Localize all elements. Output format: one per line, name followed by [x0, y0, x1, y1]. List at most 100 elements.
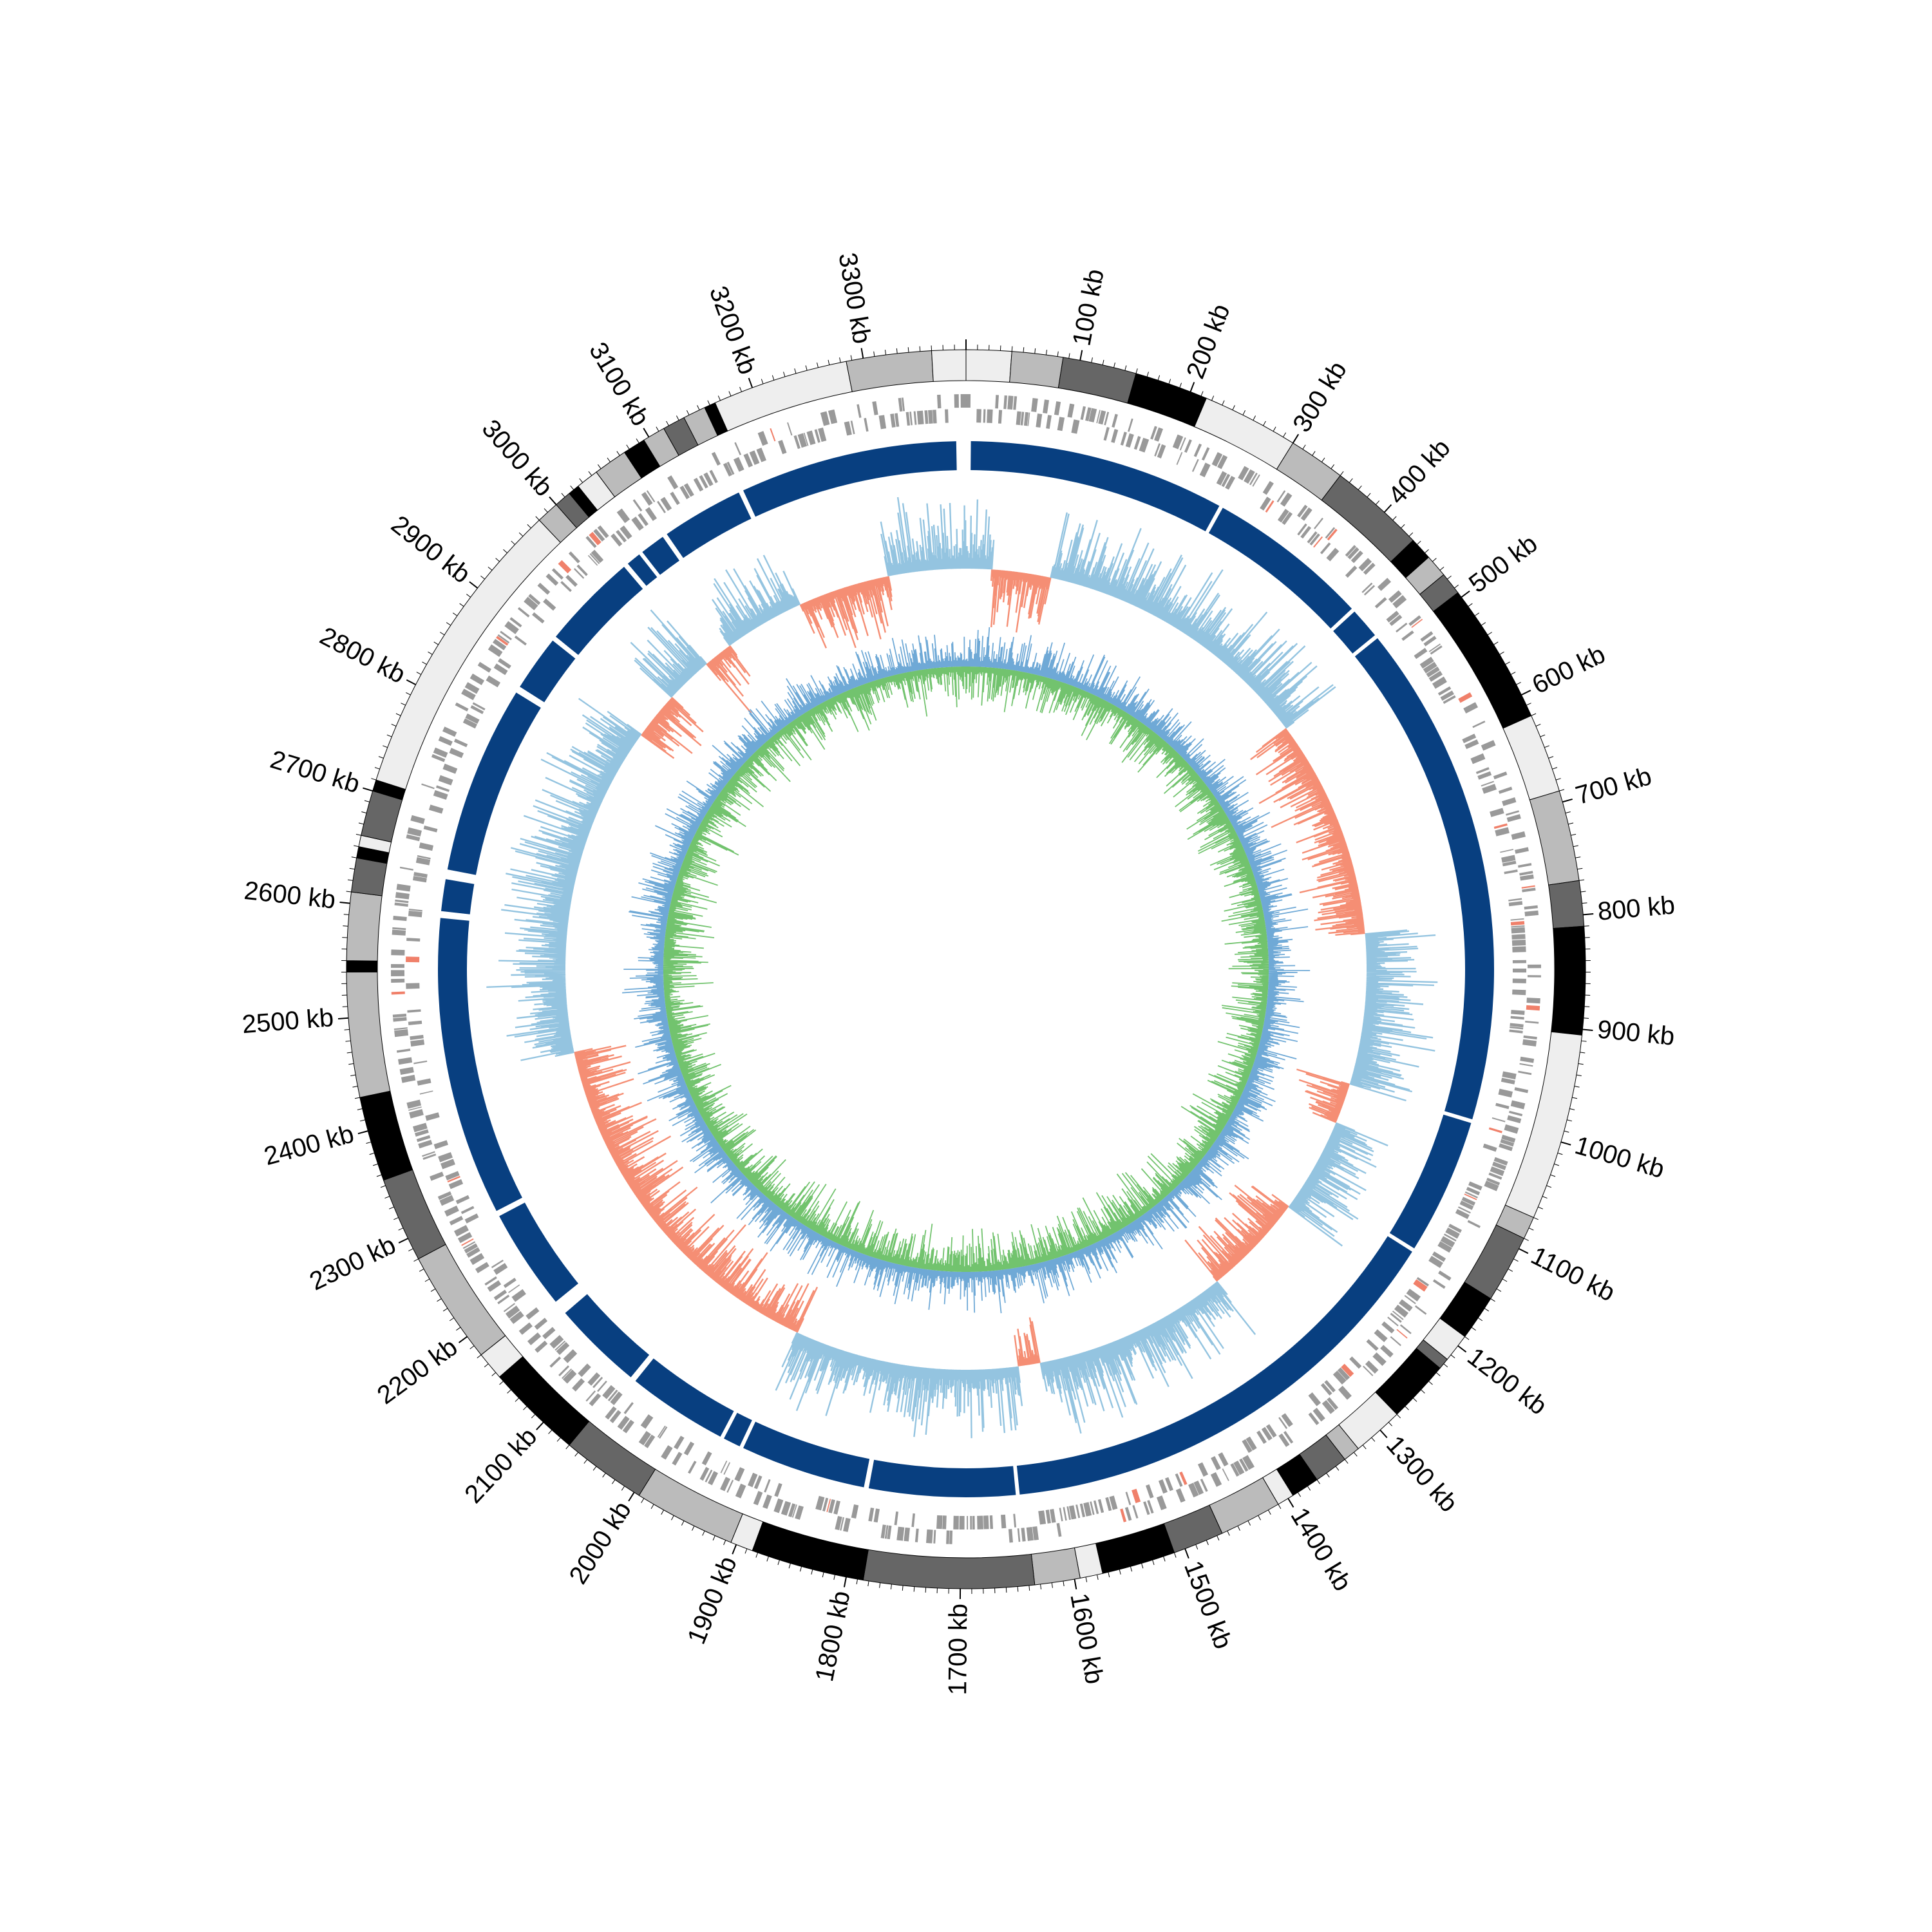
- minor-tick: [650, 1504, 654, 1510]
- minor-tick: [761, 379, 764, 384]
- feature-gene: [1394, 1304, 1409, 1318]
- feature-gene: [1512, 960, 1526, 963]
- tick-label: 2300 kb: [305, 1231, 400, 1296]
- minor-tick: [1477, 1317, 1483, 1321]
- feature-gene: [1461, 1197, 1476, 1206]
- feature-gene: [1493, 772, 1508, 780]
- feature-gene: [1414, 648, 1428, 659]
- minor-tick: [1349, 478, 1353, 483]
- feature-gene: [1388, 590, 1402, 603]
- feature-gene: [914, 1528, 919, 1542]
- tick-label: 2500 kb: [241, 1003, 334, 1039]
- feature-gene: [828, 409, 838, 424]
- feature-gene: [1526, 998, 1540, 1004]
- minor-tick: [1179, 383, 1182, 388]
- minor-tick: [1533, 1217, 1539, 1220]
- minor-tick: [1487, 632, 1492, 636]
- feature-gene: [1472, 720, 1486, 728]
- feature-gene: [1088, 408, 1097, 422]
- minor-tick: [1490, 1298, 1495, 1302]
- feature-gene: [1093, 1500, 1099, 1515]
- outer-block: [1194, 397, 1294, 470]
- feature-gene: [1175, 1473, 1183, 1487]
- feature-gene: [391, 963, 405, 968]
- minor-tick: [744, 1548, 748, 1554]
- contig-segment: [743, 441, 957, 517]
- feature-gene: [497, 1294, 510, 1305]
- feature-gene: [814, 429, 820, 443]
- feature-gene: [1462, 734, 1477, 744]
- feature-gene: [413, 1122, 428, 1133]
- feature-gene: [1506, 810, 1519, 816]
- feature-gene: [709, 469, 718, 484]
- feature-gene: [1411, 618, 1423, 628]
- minor-tick: [1152, 1560, 1155, 1566]
- tick-label: 1500 kb: [1179, 1557, 1237, 1653]
- minor-tick: [503, 549, 507, 554]
- feature-gene: [822, 1497, 829, 1511]
- minor-tick: [570, 485, 574, 490]
- minor-tick: [907, 347, 909, 353]
- feature-gene: [806, 430, 816, 446]
- minor-tick: [344, 1028, 350, 1030]
- tick-label: 2200 kb: [372, 1332, 463, 1410]
- feature-gene: [1056, 1522, 1062, 1537]
- feature-gene: [840, 1517, 844, 1531]
- feature-gene: [688, 1461, 697, 1474]
- minor-tick: [1513, 1258, 1519, 1262]
- minor-tick: [1146, 372, 1149, 377]
- minor-tick: [437, 1298, 442, 1302]
- minor-tick: [1464, 1336, 1470, 1340]
- minor-tick: [1481, 622, 1486, 626]
- outer-block: [1127, 373, 1207, 428]
- minor-tick: [1097, 1575, 1099, 1580]
- feature-gene: [1238, 466, 1249, 480]
- minor-tick: [424, 1278, 430, 1282]
- minor-tick: [676, 415, 679, 421]
- minor-tick: [1392, 516, 1397, 520]
- feature-gene: [1527, 975, 1541, 978]
- feature-gene: [644, 1434, 656, 1448]
- minor-tick: [1499, 651, 1504, 655]
- tick-label: 2400 kb: [261, 1120, 357, 1171]
- feature-gene: [1021, 1528, 1026, 1542]
- feature-gene: [419, 842, 434, 851]
- outer-block: [862, 1549, 1036, 1589]
- major-tick: [337, 1017, 349, 1019]
- feature-gene: [1083, 1502, 1092, 1517]
- feature-gene: [493, 638, 507, 650]
- feature-gene: [983, 409, 986, 423]
- feature-gene: [611, 533, 623, 547]
- feature-gene: [393, 1027, 408, 1030]
- major-tick: [1383, 504, 1392, 513]
- feature-gene: [989, 1515, 994, 1530]
- feature-gene: [1432, 676, 1447, 689]
- minor-tick: [707, 400, 710, 406]
- minor-tick: [361, 811, 367, 813]
- feature-gene: [1464, 1193, 1477, 1200]
- feature-gene: [1023, 412, 1029, 426]
- minor-tick: [1307, 1486, 1311, 1491]
- feature-gene: [1481, 740, 1496, 751]
- feature-gene: [1387, 1316, 1399, 1327]
- feature-gene: [791, 1504, 797, 1518]
- feature-gene: [1459, 1200, 1474, 1210]
- minor-tick: [1484, 1308, 1490, 1312]
- feature-gene: [1080, 406, 1086, 421]
- feature-gene: [1512, 978, 1526, 983]
- minor-tick: [355, 833, 361, 836]
- feature-gene: [1426, 667, 1440, 677]
- feature-gene: [1222, 1468, 1229, 1481]
- feature-gene: [1432, 1251, 1446, 1262]
- minor-tick: [755, 1552, 759, 1558]
- feature-gene: [1381, 1321, 1395, 1334]
- feature-gene: [735, 1483, 746, 1499]
- minor-tick: [1102, 359, 1104, 365]
- feature-gene: [493, 663, 508, 676]
- minor-tick: [1583, 1018, 1589, 1019]
- feature-gene: [734, 1467, 745, 1482]
- feature-gene: [667, 475, 679, 489]
- outer-block: [1433, 592, 1532, 729]
- feature-gene: [1230, 1463, 1240, 1477]
